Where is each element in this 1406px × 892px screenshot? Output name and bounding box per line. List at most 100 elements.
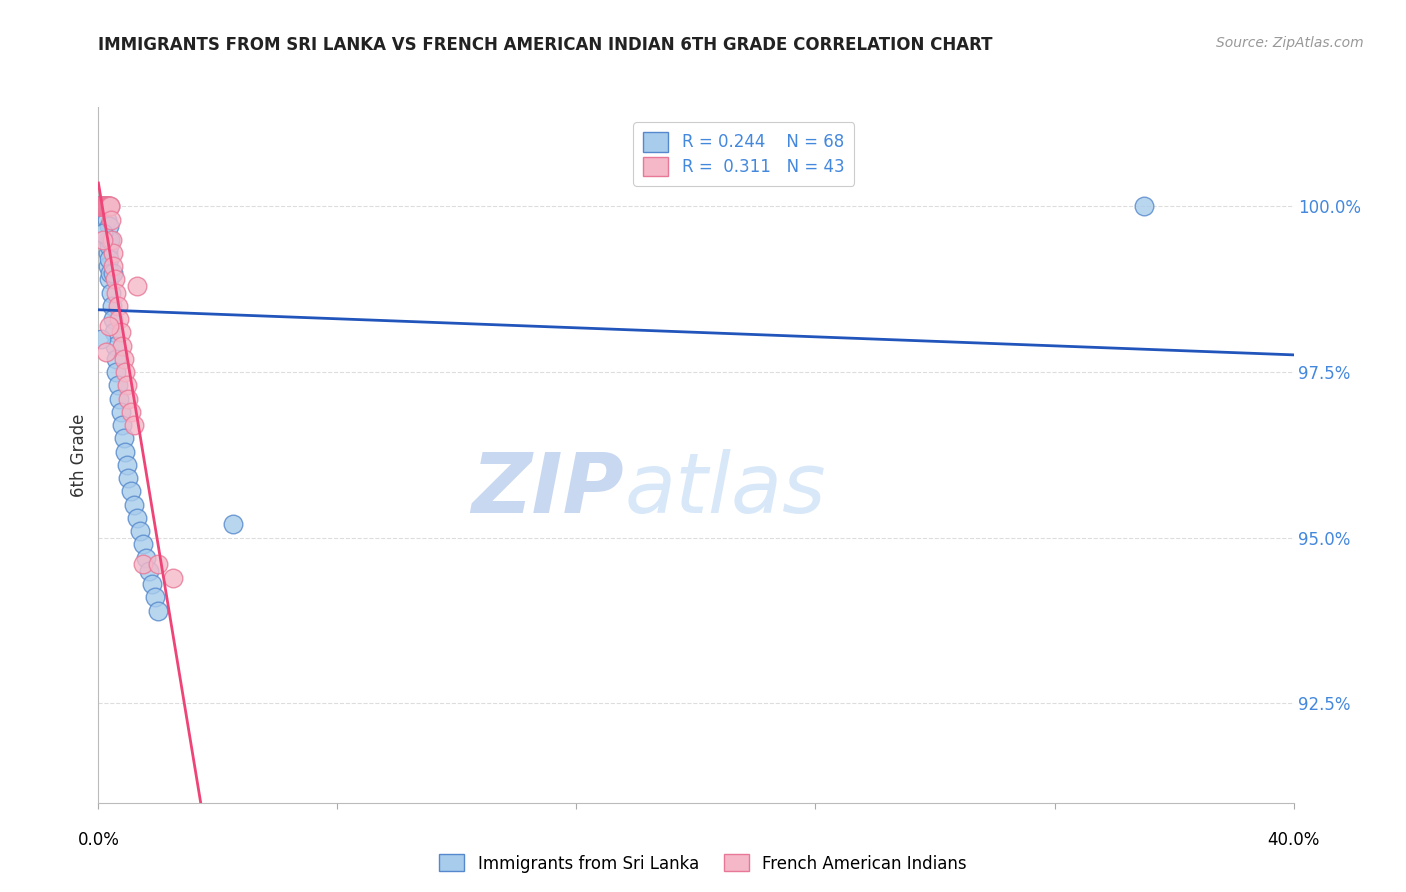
Point <box>104 351 127 366</box>
Point <box>114 444 136 458</box>
Point <box>107 378 129 392</box>
Point <box>98 199 121 213</box>
Point <box>91 226 114 240</box>
Point <box>94 199 117 213</box>
Point <box>105 365 128 379</box>
Point <box>143 591 166 605</box>
Point <box>101 245 124 260</box>
Point <box>112 351 135 366</box>
Point <box>90 199 112 213</box>
Point <box>90 199 112 213</box>
Point <box>90 199 112 213</box>
Point <box>91 233 114 247</box>
Point <box>97 233 120 247</box>
Point <box>97 272 120 286</box>
Point <box>103 326 125 340</box>
Point <box>90 199 112 213</box>
Point <box>114 365 136 379</box>
Point <box>97 219 120 234</box>
Text: ZIP: ZIP <box>471 450 624 530</box>
Point <box>96 199 118 213</box>
Point <box>148 558 170 572</box>
Point <box>107 299 129 313</box>
Point <box>98 252 121 267</box>
Point <box>117 471 139 485</box>
Point <box>91 199 114 213</box>
Point <box>91 199 114 213</box>
Point <box>93 199 115 213</box>
Point <box>89 199 111 213</box>
Point <box>101 299 124 313</box>
Point <box>93 199 115 213</box>
Point <box>96 212 118 227</box>
Point <box>94 199 117 213</box>
Legend: R = 0.244    N = 68, R =  0.311   N = 43: R = 0.244 N = 68, R = 0.311 N = 43 <box>633 122 855 186</box>
Text: 40.0%: 40.0% <box>1267 830 1320 848</box>
Point <box>96 199 118 213</box>
Point <box>120 484 142 499</box>
Point <box>105 285 128 300</box>
Point <box>101 312 124 326</box>
Point <box>110 326 132 340</box>
Point <box>91 199 114 213</box>
Point <box>115 378 138 392</box>
Point <box>112 431 135 445</box>
Point <box>1133 199 1156 213</box>
Point <box>100 285 122 300</box>
Point <box>89 199 111 213</box>
Point <box>135 550 157 565</box>
Point <box>93 199 115 213</box>
Point <box>89 199 111 213</box>
Point <box>93 199 115 213</box>
Text: IMMIGRANTS FROM SRI LANKA VS FRENCH AMERICAN INDIAN 6TH GRADE CORRELATION CHART: IMMIGRANTS FROM SRI LANKA VS FRENCH AMER… <box>98 36 993 54</box>
Point <box>97 199 120 213</box>
Point <box>96 199 118 213</box>
Legend: Immigrants from Sri Lanka, French American Indians: Immigrants from Sri Lanka, French Americ… <box>433 847 973 880</box>
Point <box>104 338 127 352</box>
Point <box>162 570 184 584</box>
Point <box>138 564 160 578</box>
Point <box>96 199 118 213</box>
Point <box>90 199 112 213</box>
Point <box>90 199 112 213</box>
Point <box>94 199 117 213</box>
Point <box>98 266 121 280</box>
Point <box>103 266 125 280</box>
Point <box>96 199 118 213</box>
Point <box>98 199 121 213</box>
Point <box>89 199 111 213</box>
Point <box>132 558 155 572</box>
Point <box>124 498 146 512</box>
Point <box>89 199 111 213</box>
Point <box>104 272 127 286</box>
Text: 0.0%: 0.0% <box>77 830 120 848</box>
Point <box>129 524 152 538</box>
Point <box>89 199 111 213</box>
Point <box>132 537 155 551</box>
Point <box>98 199 122 213</box>
Point <box>108 392 131 406</box>
Point <box>91 199 114 213</box>
Point <box>98 239 121 253</box>
Point <box>87 199 110 213</box>
Point <box>115 458 138 472</box>
Point <box>93 199 115 213</box>
Point <box>111 338 134 352</box>
Point <box>96 199 118 213</box>
Y-axis label: 6th Grade: 6th Grade <box>70 413 89 497</box>
Point <box>127 279 149 293</box>
Point <box>87 199 110 213</box>
Point <box>91 199 114 213</box>
Point <box>127 511 149 525</box>
Point <box>93 199 115 213</box>
Point <box>91 199 114 213</box>
Point <box>117 392 139 406</box>
Point <box>94 199 117 213</box>
Point <box>110 405 132 419</box>
Point <box>94 199 117 213</box>
Point <box>103 259 125 273</box>
Text: atlas: atlas <box>624 450 825 530</box>
Point <box>98 233 122 247</box>
Text: Source: ZipAtlas.com: Source: ZipAtlas.com <box>1216 36 1364 50</box>
Point <box>222 517 245 532</box>
